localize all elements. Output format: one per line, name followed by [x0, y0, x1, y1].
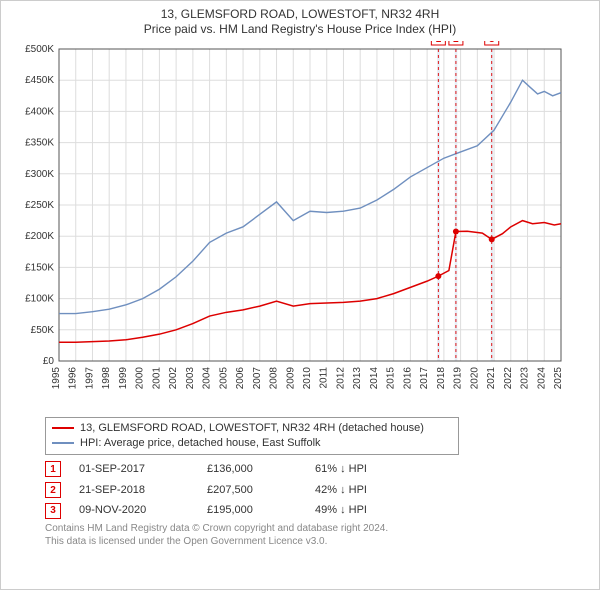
svg-text:2024: 2024: [536, 367, 547, 390]
svg-text:2010: 2010: [302, 367, 313, 390]
legend-label-hpi: HPI: Average price, detached house, East…: [80, 436, 321, 451]
sale-diff: 49% ↓ HPI: [315, 500, 425, 521]
svg-text:1997: 1997: [84, 367, 95, 390]
svg-text:1995: 1995: [51, 367, 62, 390]
svg-text:2023: 2023: [520, 367, 531, 390]
svg-text:2009: 2009: [285, 367, 296, 390]
title-line2: Price paid vs. HM Land Registry's House …: [11, 22, 589, 37]
svg-text:2016: 2016: [402, 367, 413, 390]
svg-text:2014: 2014: [369, 367, 380, 390]
sale-date: 21-SEP-2018: [79, 480, 189, 501]
legend-box: 13, GLEMSFORD ROAD, LOWESTOFT, NR32 4RH …: [45, 417, 459, 455]
sale-index-box: 1: [45, 461, 61, 477]
svg-text:2006: 2006: [235, 367, 246, 390]
svg-text:1998: 1998: [101, 367, 112, 390]
legend-swatch-hpi: [52, 442, 74, 444]
svg-text:1996: 1996: [68, 367, 79, 390]
sale-diff: 42% ↓ HPI: [315, 480, 425, 501]
svg-text:2011: 2011: [319, 367, 330, 389]
svg-text:2004: 2004: [202, 367, 213, 390]
svg-text:2021: 2021: [486, 367, 497, 390]
sale-price: £207,500: [207, 480, 297, 501]
svg-text:1999: 1999: [118, 367, 129, 390]
legend-swatch-property: [52, 427, 74, 429]
svg-text:2018: 2018: [436, 367, 447, 390]
svg-text:2013: 2013: [352, 367, 363, 390]
svg-text:2025: 2025: [553, 367, 564, 390]
svg-text:£150K: £150K: [25, 262, 54, 273]
svg-text:£50K: £50K: [31, 325, 55, 336]
chart-titles: 13, GLEMSFORD ROAD, LOWESTOFT, NR32 4RH …: [11, 7, 589, 37]
table-row: 3 09-NOV-2020 £195,000 49% ↓ HPI: [45, 500, 589, 521]
svg-text:2020: 2020: [469, 367, 480, 390]
svg-text:2012: 2012: [335, 367, 346, 390]
footer-line2: This data is licensed under the Open Gov…: [45, 536, 589, 549]
title-line1: 13, GLEMSFORD ROAD, LOWESTOFT, NR32 4RH: [11, 7, 589, 22]
table-row: 2 21-SEP-2018 £207,500 42% ↓ HPI: [45, 480, 589, 501]
svg-text:£200K: £200K: [25, 231, 54, 242]
svg-text:2003: 2003: [185, 367, 196, 390]
table-row: 1 01-SEP-2017 £136,000 61% ↓ HPI: [45, 459, 589, 480]
legend-row-hpi: HPI: Average price, detached house, East…: [52, 436, 452, 451]
svg-text:£300K: £300K: [25, 169, 54, 180]
sale-diff: 61% ↓ HPI: [315, 459, 425, 480]
svg-text:2001: 2001: [151, 367, 162, 390]
sale-index-box: 2: [45, 482, 61, 498]
svg-text:2: 2: [453, 41, 459, 45]
sale-price: £195,000: [207, 500, 297, 521]
svg-text:2022: 2022: [503, 367, 514, 390]
svg-text:£450K: £450K: [25, 75, 54, 86]
svg-text:£500K: £500K: [25, 44, 54, 55]
svg-text:£350K: £350K: [25, 138, 54, 149]
svg-text:2005: 2005: [218, 367, 229, 390]
svg-text:1: 1: [436, 41, 442, 45]
svg-text:2002: 2002: [168, 367, 179, 390]
svg-text:2008: 2008: [269, 367, 280, 390]
footer-line1: Contains HM Land Registry data © Crown c…: [45, 523, 589, 536]
price-vs-hpi-chart: £0 £50K £100K £150K £200K £250K £300K £350K £400…: [11, 41, 571, 411]
legend-label-property: 13, GLEMSFORD ROAD, LOWESTOFT, NR32 4RH …: [80, 421, 424, 436]
chart-container: £0 £50K £100K £150K £200K £250K £300K £350K £400…: [11, 41, 589, 411]
svg-text:£400K: £400K: [25, 106, 54, 117]
svg-text:£100K: £100K: [25, 294, 54, 305]
sales-table: 1 01-SEP-2017 £136,000 61% ↓ HPI 2 21-SE…: [45, 459, 589, 522]
svg-text:£250K: £250K: [25, 200, 54, 211]
sale-date: 01-SEP-2017: [79, 459, 189, 480]
svg-text:2000: 2000: [135, 367, 146, 390]
svg-text:£0: £0: [43, 356, 55, 367]
sale-date: 09-NOV-2020: [79, 500, 189, 521]
sale-price: £136,000: [207, 459, 297, 480]
svg-text:2015: 2015: [386, 367, 397, 390]
svg-text:3: 3: [489, 41, 495, 45]
legend-row-property: 13, GLEMSFORD ROAD, LOWESTOFT, NR32 4RH …: [52, 421, 452, 436]
sale-index-box: 3: [45, 503, 61, 519]
svg-text:2017: 2017: [419, 367, 430, 390]
svg-text:2019: 2019: [453, 367, 464, 390]
footer-attribution: Contains HM Land Registry data © Crown c…: [45, 523, 589, 548]
svg-text:2007: 2007: [252, 367, 263, 390]
